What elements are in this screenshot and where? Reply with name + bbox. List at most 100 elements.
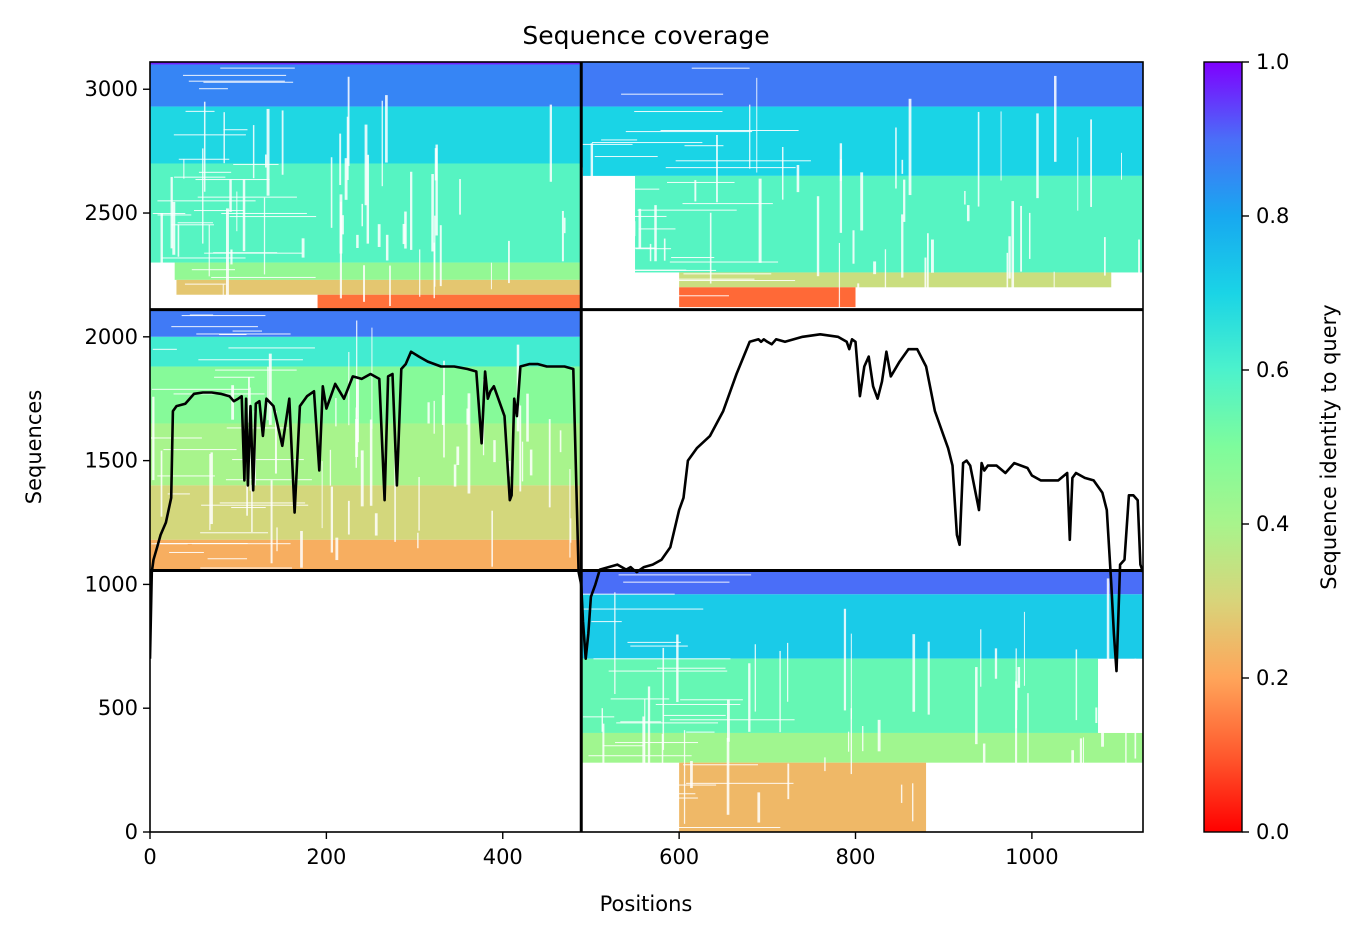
gap-stripe [521, 441, 524, 482]
gap-stripe [459, 179, 461, 215]
gap-stripe [684, 145, 724, 147]
gap-stripe [1134, 658, 1137, 759]
gap-stripe [202, 148, 204, 244]
gap-stripe [581, 608, 704, 610]
gap-stripe [182, 74, 287, 76]
gap-stripe [691, 67, 750, 69]
gap-stripe [385, 95, 388, 163]
gap-stripe [977, 111, 980, 207]
gap-stripe [637, 209, 737, 211]
gap-stripe [177, 224, 180, 257]
gap-stripe [581, 143, 633, 145]
colorbar [1203, 61, 1243, 833]
gap-stripe [231, 385, 235, 420]
gap-stripe [181, 315, 266, 317]
gap-stripe [924, 257, 927, 292]
y-tick-label: 3000 [85, 77, 138, 101]
gap-stripe [975, 667, 978, 745]
gap-stripe [207, 558, 248, 560]
gap-stripe [221, 212, 307, 214]
colorbar-tick-label: 0.2 [1256, 666, 1289, 690]
gap-stripe [690, 760, 693, 789]
gap-stripe [630, 645, 688, 647]
gap-stripe [850, 708, 853, 775]
gap-stripe [189, 314, 214, 316]
gap-stripe [180, 296, 232, 298]
gap-stripe [652, 278, 755, 280]
gap-stripe [600, 272, 660, 274]
gap-stripe [161, 257, 246, 259]
gap-stripe [994, 648, 998, 679]
gap-stripe [1020, 205, 1023, 272]
gap-stripe [369, 419, 373, 506]
gap-stripe [167, 493, 190, 495]
gap-stripe [1017, 667, 1021, 688]
gap-stripe [683, 273, 772, 275]
gap-stripe [377, 224, 381, 247]
gap-stripe [172, 201, 176, 255]
gap-stripe [593, 658, 731, 660]
gap-stripe [174, 176, 226, 178]
upper-right-block-band [679, 287, 856, 308]
gap-stripe [1106, 578, 1110, 682]
gap-stripe [596, 269, 717, 271]
gap-stripe [184, 283, 226, 285]
upper-right-block-band [635, 175, 1143, 273]
gap-stripe [339, 201, 342, 299]
gap-stripe [563, 217, 566, 234]
gap-stripe [779, 650, 781, 733]
gap-stripe [242, 179, 246, 252]
colorbar-tick-label: 0.6 [1256, 358, 1289, 382]
gap-stripe [912, 783, 914, 822]
x-tick-label: 400 [483, 845, 523, 869]
coverage-line [150, 333, 1143, 673]
gap-stripe [676, 280, 796, 282]
gap-stripe [756, 77, 758, 173]
gap-stripe [195, 179, 270, 181]
gap-stripe [665, 167, 796, 169]
gap-stripe [582, 716, 615, 718]
gap-stripe [1027, 693, 1029, 790]
gap-stripe [356, 234, 359, 248]
gap-stripe [211, 276, 316, 278]
gap-stripe [569, 469, 571, 558]
gap-stripe [330, 486, 334, 553]
gap-stripe [208, 224, 210, 277]
gap-stripe [204, 252, 303, 254]
gap-stripe [982, 743, 986, 830]
gap-stripe [366, 154, 370, 244]
colorbar-tick-label: 0.0 [1256, 820, 1289, 844]
gap-stripe [660, 129, 799, 131]
gap-stripe [199, 88, 228, 90]
gap-stripe [200, 532, 269, 534]
gap-stripe [198, 359, 303, 361]
gap-stripe [417, 532, 419, 549]
gap-stripe [548, 419, 551, 508]
gap-stripe [1053, 271, 1055, 296]
gap-stripe [584, 815, 638, 817]
gap-stripe [222, 284, 224, 305]
gap-stripe [248, 376, 250, 423]
gap-stripe [341, 215, 344, 235]
gap-stripe [1105, 662, 1109, 713]
gap-stripe [385, 234, 389, 261]
gap-stripe [467, 393, 471, 494]
gap-stripe [361, 203, 363, 227]
lower-right-block-band [581, 570, 1143, 595]
gap-stripe [268, 353, 272, 425]
chart-title: Sequence coverage [522, 21, 769, 50]
gap-stripe [621, 93, 724, 95]
gap-stripe [726, 737, 730, 815]
middle-left-block-band [150, 309, 582, 337]
gap-stripe [177, 222, 213, 224]
gap-stripe [686, 731, 715, 733]
gap-stripe [757, 792, 761, 823]
gap-stripe [233, 163, 279, 165]
gap-stripe [389, 265, 391, 307]
gap-stripe [231, 507, 266, 509]
gap-stripe [223, 129, 248, 131]
gap-stripe [335, 537, 339, 561]
gap-stripe [618, 574, 752, 576]
gap-stripe [431, 174, 434, 252]
gap-stripe [201, 504, 309, 506]
